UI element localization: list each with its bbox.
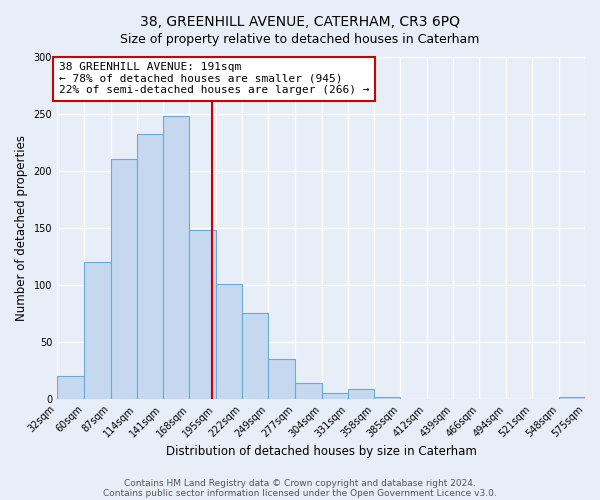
Bar [189, 230, 215, 399]
Bar [374, 397, 400, 399]
Bar [322, 394, 348, 399]
Bar [215, 284, 242, 399]
Bar [268, 359, 295, 399]
Bar [110, 160, 137, 399]
Bar [295, 383, 322, 399]
Bar [242, 314, 268, 399]
Text: Size of property relative to detached houses in Caterham: Size of property relative to detached ho… [121, 32, 479, 46]
Y-axis label: Number of detached properties: Number of detached properties [15, 135, 28, 321]
Bar [84, 262, 110, 399]
Text: Contains public sector information licensed under the Open Government Licence v3: Contains public sector information licen… [103, 488, 497, 498]
Text: Contains HM Land Registry data © Crown copyright and database right 2024.: Contains HM Land Registry data © Crown c… [124, 478, 476, 488]
X-axis label: Distribution of detached houses by size in Caterham: Distribution of detached houses by size … [166, 444, 476, 458]
Bar [559, 397, 585, 399]
Bar [163, 116, 189, 399]
Text: 38, GREENHILL AVENUE, CATERHAM, CR3 6PQ: 38, GREENHILL AVENUE, CATERHAM, CR3 6PQ [140, 15, 460, 29]
Bar [348, 389, 374, 399]
Bar [57, 376, 84, 399]
Text: 38 GREENHILL AVENUE: 191sqm
← 78% of detached houses are smaller (945)
22% of se: 38 GREENHILL AVENUE: 191sqm ← 78% of det… [59, 62, 370, 96]
Bar [137, 134, 163, 399]
